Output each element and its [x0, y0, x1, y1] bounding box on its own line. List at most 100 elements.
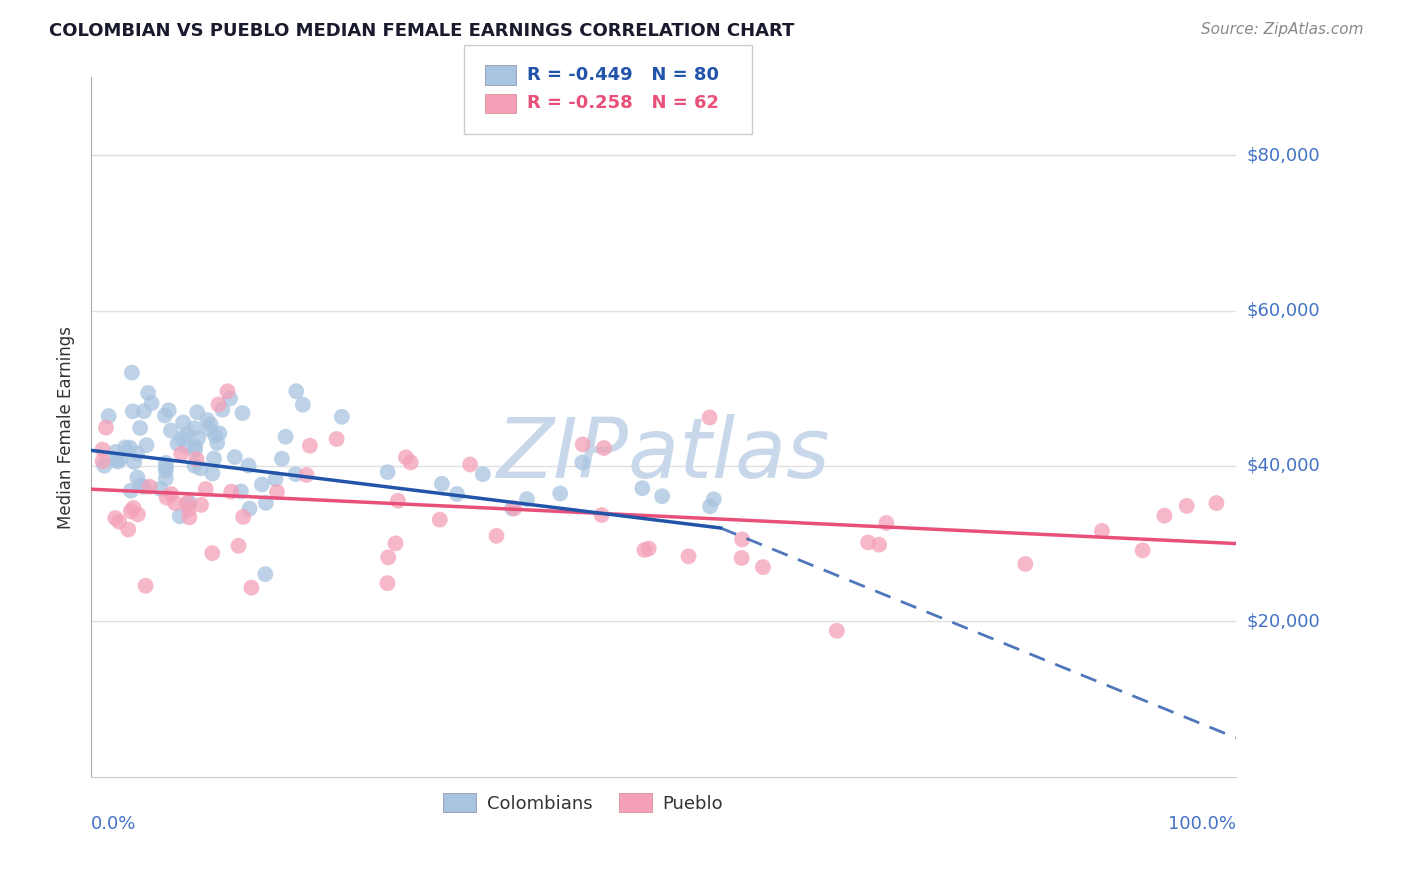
Point: [183, 421, 205, 435]
Point: [825, 624, 848, 638]
Point: [141, 396, 163, 410]
Point: [207, 436, 229, 450]
Point: [155, 464, 177, 478]
Point: [239, 501, 262, 516]
Point: [129, 421, 152, 435]
Point: [752, 560, 775, 574]
Point: [135, 438, 157, 452]
Point: [160, 424, 183, 438]
Point: [1153, 508, 1175, 523]
Point: [458, 458, 481, 472]
Point: [132, 404, 155, 418]
Point: [179, 495, 201, 509]
Point: [93, 458, 115, 473]
Point: [170, 447, 193, 461]
Point: [118, 441, 141, 455]
Legend: Colombians, Pueblo: Colombians, Pueblo: [436, 786, 731, 820]
Point: [190, 461, 212, 475]
Point: [731, 551, 754, 566]
Point: [1091, 524, 1114, 538]
Point: [219, 484, 242, 499]
Point: [699, 410, 721, 425]
Text: R = -0.449   N = 80: R = -0.449 N = 80: [527, 66, 720, 84]
Point: [155, 471, 177, 485]
Point: [254, 496, 277, 510]
Point: [571, 455, 593, 469]
Point: [184, 442, 207, 457]
Point: [298, 439, 321, 453]
Point: [176, 426, 198, 441]
Point: [637, 541, 659, 556]
Point: [395, 450, 418, 465]
Point: [177, 502, 200, 516]
Point: [198, 422, 221, 436]
Point: [250, 477, 273, 491]
Point: [875, 516, 897, 530]
Point: [471, 467, 494, 482]
Point: [593, 441, 616, 455]
Point: [430, 476, 453, 491]
Point: [149, 482, 172, 496]
Point: [229, 484, 252, 499]
Point: [165, 496, 187, 510]
Point: [195, 413, 218, 427]
Point: [153, 409, 176, 423]
Point: [97, 409, 120, 423]
Point: [107, 455, 129, 469]
Point: [114, 441, 136, 455]
Point: [120, 504, 142, 518]
Point: [274, 430, 297, 444]
Point: [330, 409, 353, 424]
Point: [179, 510, 201, 524]
Point: [384, 536, 406, 550]
Point: [377, 550, 399, 565]
Point: [232, 510, 254, 524]
Point: [485, 529, 508, 543]
Point: [325, 432, 347, 446]
Text: Source: ZipAtlas.com: Source: ZipAtlas.com: [1201, 22, 1364, 37]
Point: [129, 478, 152, 492]
Text: $40,000: $40,000: [1247, 457, 1320, 475]
Point: [868, 538, 890, 552]
Text: $80,000: $80,000: [1247, 146, 1320, 164]
Point: [138, 480, 160, 494]
Point: [176, 440, 198, 454]
Point: [110, 451, 132, 466]
Point: [200, 417, 222, 432]
Point: [631, 481, 654, 495]
Point: [446, 487, 468, 501]
Point: [169, 509, 191, 524]
Point: [228, 539, 250, 553]
Point: [284, 467, 307, 482]
Point: [291, 398, 314, 412]
Point: [399, 455, 422, 469]
Point: [1014, 557, 1036, 571]
Point: [122, 455, 145, 469]
Text: ZIPatlas: ZIPatlas: [496, 415, 831, 495]
Point: [132, 480, 155, 494]
Point: [127, 470, 149, 484]
Point: [264, 472, 287, 486]
Text: 100.0%: 100.0%: [1168, 815, 1236, 833]
Point: [501, 501, 523, 516]
Point: [122, 500, 145, 515]
Point: [187, 431, 209, 445]
Point: [108, 515, 131, 529]
Point: [186, 405, 208, 419]
Point: [136, 385, 159, 400]
Point: [184, 439, 207, 453]
Point: [172, 416, 194, 430]
Point: [156, 491, 179, 505]
Point: [160, 487, 183, 501]
Point: [377, 576, 399, 591]
Point: [186, 452, 208, 467]
Point: [155, 460, 177, 475]
Point: [121, 366, 143, 380]
Point: [254, 567, 277, 582]
Point: [240, 581, 263, 595]
Point: [201, 467, 224, 481]
Point: [207, 397, 229, 411]
Point: [176, 496, 198, 510]
Point: [190, 498, 212, 512]
Point: [104, 453, 127, 467]
